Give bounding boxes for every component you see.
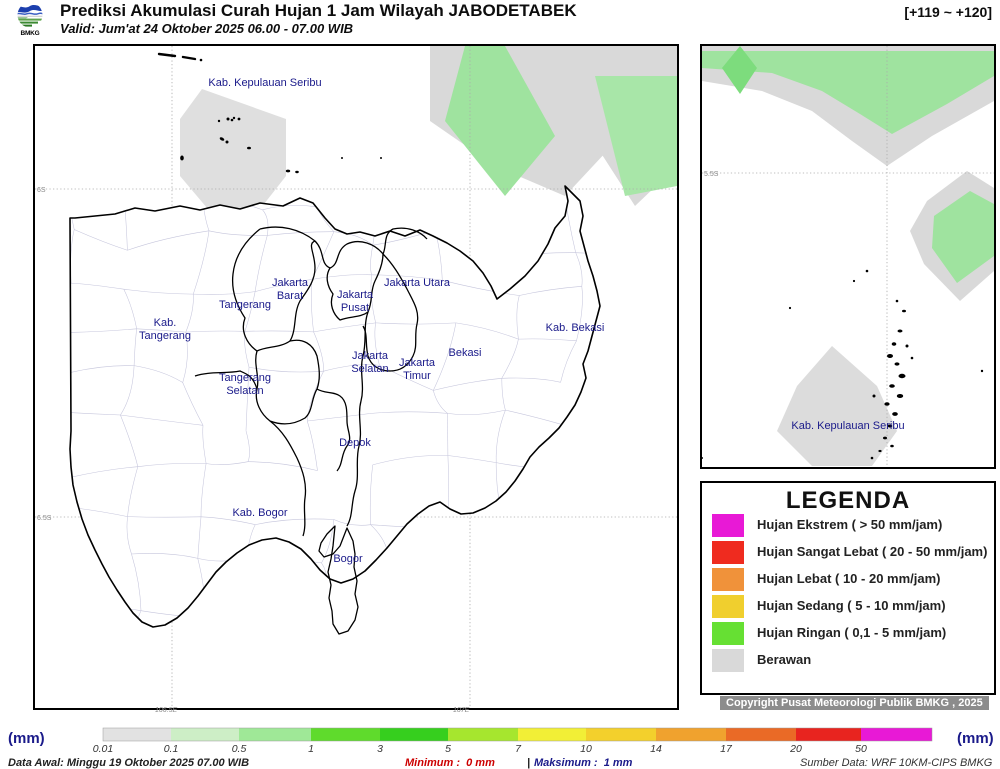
svg-text:1: 1: [308, 743, 314, 755]
svg-text:50: 50: [855, 743, 867, 755]
svg-text:17: 17: [720, 743, 733, 755]
svg-text:0.1: 0.1: [164, 743, 179, 755]
svg-text:0.01: 0.01: [93, 743, 113, 755]
svg-text:20: 20: [789, 743, 802, 755]
svg-text:0.5: 0.5: [232, 743, 247, 755]
svg-text:7: 7: [515, 743, 522, 755]
svg-text:3: 3: [377, 743, 383, 755]
svg-text:5: 5: [445, 743, 451, 755]
svg-text:14: 14: [650, 743, 662, 755]
svg-text:10: 10: [580, 743, 592, 755]
